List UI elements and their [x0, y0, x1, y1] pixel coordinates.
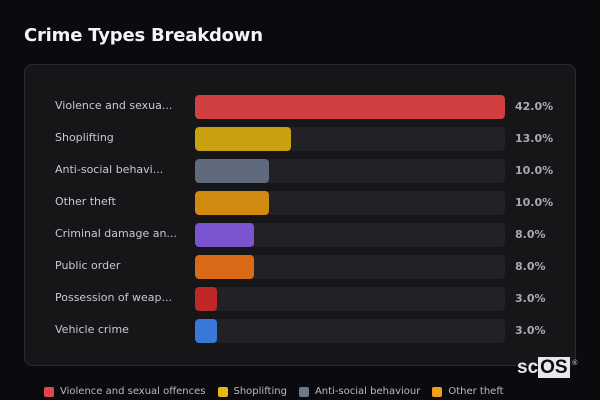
bar-value: 42.0%	[515, 100, 554, 113]
bar-fill	[195, 255, 255, 279]
bar-fill	[195, 223, 255, 247]
legend-item[interactable]: Anti-social behaviour	[298, 386, 421, 397]
registered-mark: ®	[572, 360, 578, 367]
bar-label: Other theft	[55, 195, 116, 208]
bar-track	[195, 223, 505, 247]
bar-value: 10.0%	[515, 196, 554, 209]
bar-track	[195, 255, 505, 279]
chart-card: Violence and sexua... 42.0% Shoplifting 13.…	[24, 64, 576, 366]
watermark-logo: sc OS ®	[517, 357, 578, 378]
legend-swatch-icon	[44, 386, 54, 397]
bar-track	[195, 287, 505, 311]
legend-label: Anti-social behaviour	[314, 386, 421, 397]
bar-label: Vehicle crime	[55, 323, 129, 336]
bar-label: Anti-social behavi...	[55, 163, 164, 176]
bar-value: 8.0%	[515, 228, 546, 241]
logo-text-boxed: OS	[538, 357, 570, 378]
bar-value: 13.0%	[515, 132, 554, 145]
bar-fill	[195, 159, 269, 183]
bar-fill	[195, 287, 218, 311]
legend-label: Shoplifting	[233, 386, 287, 397]
bar-track	[195, 127, 505, 151]
bar-label: Public order	[55, 259, 121, 272]
bar-fill	[195, 191, 269, 215]
legend-swatch-icon	[298, 386, 309, 397]
bar-label: Criminal damage an...	[55, 227, 177, 240]
legend-label: Other theft	[448, 386, 504, 397]
bar-row: Violence and sexua... 42.0%	[25, 95, 575, 119]
bar-row: Other theft 10.0%	[25, 191, 575, 215]
bar-label: Shoplifting	[55, 131, 114, 144]
legend-item[interactable]: Violence and sexual offences	[44, 386, 206, 397]
legend-swatch-icon	[217, 386, 228, 397]
bar-label: Violence and sexua...	[55, 99, 173, 112]
bar-track	[195, 95, 505, 119]
bar-label: Possession of weap...	[55, 291, 172, 304]
chart-title: Crime Types Breakdown	[24, 25, 263, 46]
bar-row: Anti-social behavi... 10.0%	[25, 159, 575, 183]
bar-track	[195, 159, 505, 183]
bar-fill	[195, 319, 218, 343]
legend-label: Violence and sexual offences	[60, 386, 206, 397]
legend-item[interactable]: Shoplifting	[217, 386, 287, 397]
bar-value: 3.0%	[515, 324, 546, 337]
logo-text: sc	[517, 357, 539, 378]
legend-swatch-icon	[432, 386, 443, 397]
bar-row: Public order 8.0%	[25, 255, 575, 279]
bar-track	[195, 319, 505, 343]
bar-value: 8.0%	[515, 260, 546, 273]
bar-fill	[195, 95, 505, 119]
legend-item[interactable]: Other theft	[432, 386, 504, 397]
bar-row: Criminal damage an... 8.0%	[25, 223, 575, 247]
bar-track	[195, 191, 505, 215]
bar-fill	[195, 127, 291, 151]
chart-legend: Violence and sexual offences Shoplifting A…	[44, 386, 504, 397]
bar-row: Possession of weap... 3.0%	[25, 287, 575, 311]
bar-value: 3.0%	[515, 292, 546, 305]
bar-row: Shoplifting 13.0%	[25, 127, 575, 151]
bar-value: 10.0%	[515, 164, 554, 177]
bar-row: Vehicle crime 3.0%	[25, 319, 575, 343]
